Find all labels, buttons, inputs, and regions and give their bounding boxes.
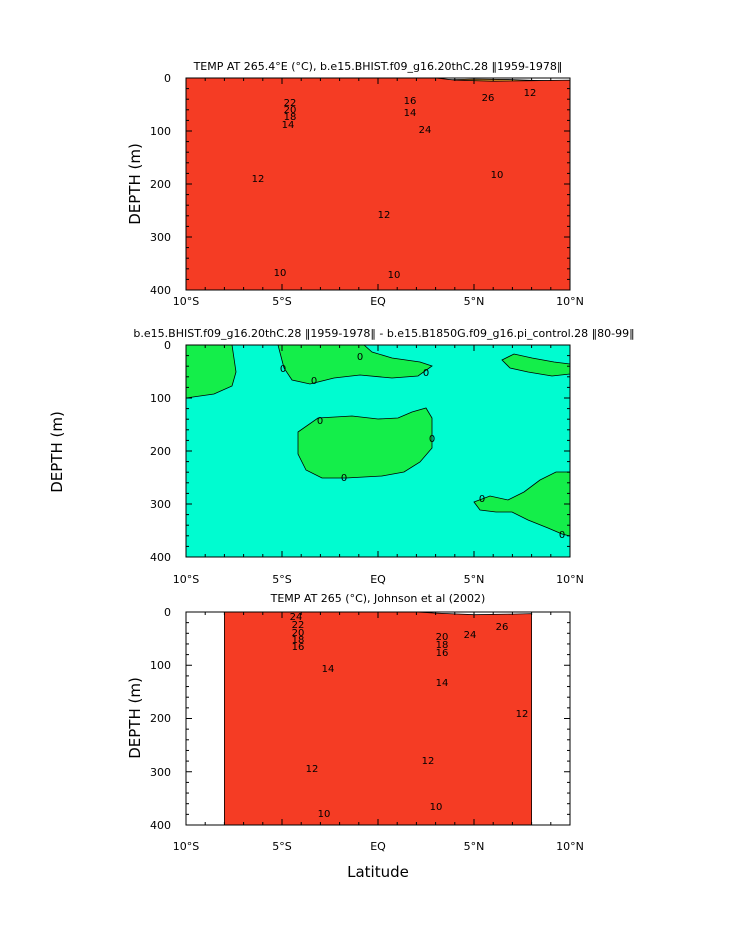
panel-3-contour-labels: 24 22 20 18 16 14 14 20 18 16 24 26 12 1… — [290, 612, 529, 820]
panel-1-contour-label: 18 — [284, 112, 297, 123]
panel-1-contour-label: 12 — [252, 174, 265, 185]
panel-3-xtick-label: 10°S — [173, 840, 199, 853]
panel-3-title: TEMP AT 265 (°C), Johnson et al (2002) — [270, 592, 486, 605]
panel-1-ytick-label: 100 — [150, 125, 171, 138]
panel-1-contour-label: 14 — [404, 108, 417, 119]
panel-2-anomaly-region — [277, 345, 433, 385]
panel-3-contour-label: 20 — [436, 632, 449, 643]
panel-1: TEMP AT 265.4°E (°C), b.e15.BHIST.f09_g1… — [126, 60, 584, 308]
panel-2-contour-label: 0 — [559, 530, 565, 541]
panel-1-contour-label: 14 — [282, 120, 295, 131]
panel-3-contour-label: 14 — [322, 664, 335, 675]
panel-2-ytick-label: 400 — [150, 551, 171, 564]
panel-3-xtick-label: 10°N — [556, 840, 584, 853]
panel-3-ytick-label: 0 — [164, 606, 171, 619]
contour-band — [186, 78, 570, 290]
panel-2-xtick-label: 5°N — [464, 573, 485, 586]
panel-2-anomaly-region — [297, 407, 433, 479]
panel-3-contour-label: 22 — [292, 620, 305, 631]
panel-2-y-axis-label: DEPTH (m) — [48, 411, 66, 493]
panel-1-contour-label: 10 — [274, 268, 287, 279]
panel-2-xtick-label: EQ — [370, 573, 386, 586]
panel-3-x-axis-label: Latitude — [347, 863, 409, 881]
panel-2-anomaly-region — [501, 353, 570, 377]
panel-1-ytick-label: 0 — [164, 72, 171, 85]
panel-2-ytick-label: 200 — [150, 445, 171, 458]
panel-3-contour-label: 10 — [318, 809, 331, 820]
panel-2-ytick-label: 0 — [164, 339, 171, 352]
panel-1-y-axis-label: DEPTH (m) — [126, 143, 144, 225]
panel-2-ytick-label: 300 — [150, 498, 171, 511]
panel-3-y-axis-label: DEPTH (m) — [126, 677, 144, 759]
panel-2-contour-label: 0 — [341, 473, 347, 484]
panel-3-xtick-label: 5°S — [272, 840, 291, 853]
panel-2-contour-label: 0 — [423, 368, 429, 379]
panel-2-anomaly-region — [473, 471, 570, 537]
panel-1-contour-label: 24 — [419, 125, 432, 136]
panel-3-contour-label: 24 — [464, 630, 477, 641]
panel-3-ytick-label: 400 — [150, 819, 171, 832]
panel-1-xtick-label: 5°S — [272, 295, 291, 308]
panel-2-contour-labels: 0 0 0 0 0 0 0 0 0 — [280, 352, 565, 541]
panel-2-contour-label: 0 — [311, 376, 317, 387]
panel-1-ytick-label: 400 — [150, 284, 171, 297]
panel-1-contour-label: 12 — [524, 88, 537, 99]
panel-2-title: b.e15.BHIST.f09_g16.20thC.28 ‖1959-1978‖… — [133, 327, 634, 340]
panel-2-ytick-label: 100 — [150, 392, 171, 405]
panel-1-contour-labels: 22 20 18 16 14 14 24 26 12 12 12 10 10 1… — [252, 88, 537, 281]
panel-3-contour-label: 10 — [430, 802, 443, 813]
panel-1-contour-label: 22 — [284, 98, 297, 109]
panel-3: TEMP AT 265 (°C), Johnson et al (2002) 2… — [126, 592, 584, 881]
panel-1-xtick-label: EQ — [370, 295, 386, 308]
contour-band — [224, 612, 532, 825]
panel-2-contour-label: 0 — [357, 352, 363, 363]
panel-2-contour-label: 0 — [317, 416, 323, 427]
panel-1-title: TEMP AT 265.4°E (°C), b.e15.BHIST.f09_g1… — [193, 60, 563, 73]
panel-1-contour-fills — [186, 78, 570, 290]
panel-2-xtick-label: 10°S — [173, 573, 199, 586]
panel-3-contour-label: 14 — [436, 678, 449, 689]
panel-2: b.e15.BHIST.f09_g16.20thC.28 ‖1959-1978‖… — [48, 327, 635, 586]
panel-3-contour-label: 16 — [292, 642, 305, 653]
panel-3-contour-label: 16 — [436, 648, 449, 659]
panel-2-contour-label: 0 — [280, 364, 286, 375]
panel-3-contour-label: 12 — [306, 764, 319, 775]
panel-3-contour-label: 18 — [436, 640, 449, 651]
panel-2-contour-fills — [186, 345, 570, 537]
panel-3-contour-label: 20 — [292, 628, 305, 639]
panel-3-contour-label: 18 — [292, 635, 305, 646]
panel-2-xtick-label: 5°S — [272, 573, 291, 586]
panel-2-xtick-label: 10°N — [556, 573, 584, 586]
panel-1-contour-label: 10 — [491, 170, 504, 181]
panel-1-xtick-label: 10°S — [173, 295, 199, 308]
panel-1-contour-label: 10 — [388, 270, 401, 281]
panel-3-contour-label: 24 — [290, 612, 303, 623]
panel-3-axis-ticks — [185, 611, 571, 826]
panel-2-axis-ticks — [185, 344, 571, 558]
panel-3-ytick-label: 300 — [150, 766, 171, 779]
panel-1-xtick-label: 5°N — [464, 295, 485, 308]
panel-1-ytick-label: 300 — [150, 231, 171, 244]
panel-1-axis-ticks — [185, 77, 571, 291]
panel-2-contour-label: 0 — [429, 434, 435, 445]
panel-3-ytick-label: 100 — [150, 659, 171, 672]
panel-3-ytick-label: 200 — [150, 712, 171, 725]
panel-1-contour-label: 26 — [482, 93, 495, 104]
panel-1-contour-label: 20 — [284, 105, 297, 116]
panel-1-ytick-label: 200 — [150, 178, 171, 191]
panel-3-contour-label: 12 — [422, 756, 435, 767]
panel-2-anomaly-region — [186, 345, 237, 399]
panel-3-xtick-label: 5°N — [464, 840, 485, 853]
panel-2-contour-label: 0 — [479, 494, 485, 505]
panel-3-contour-label: 26 — [496, 622, 509, 633]
panel-1-contour-label: 16 — [404, 96, 417, 107]
panel-1-xtick-label: 10°N — [556, 295, 584, 308]
panel-3-xtick-label: EQ — [370, 840, 386, 853]
panel-3-contour-label: 12 — [516, 709, 529, 720]
panel-3-contour-fills — [224, 612, 532, 825]
panel-1-contour-label: 12 — [378, 210, 391, 221]
